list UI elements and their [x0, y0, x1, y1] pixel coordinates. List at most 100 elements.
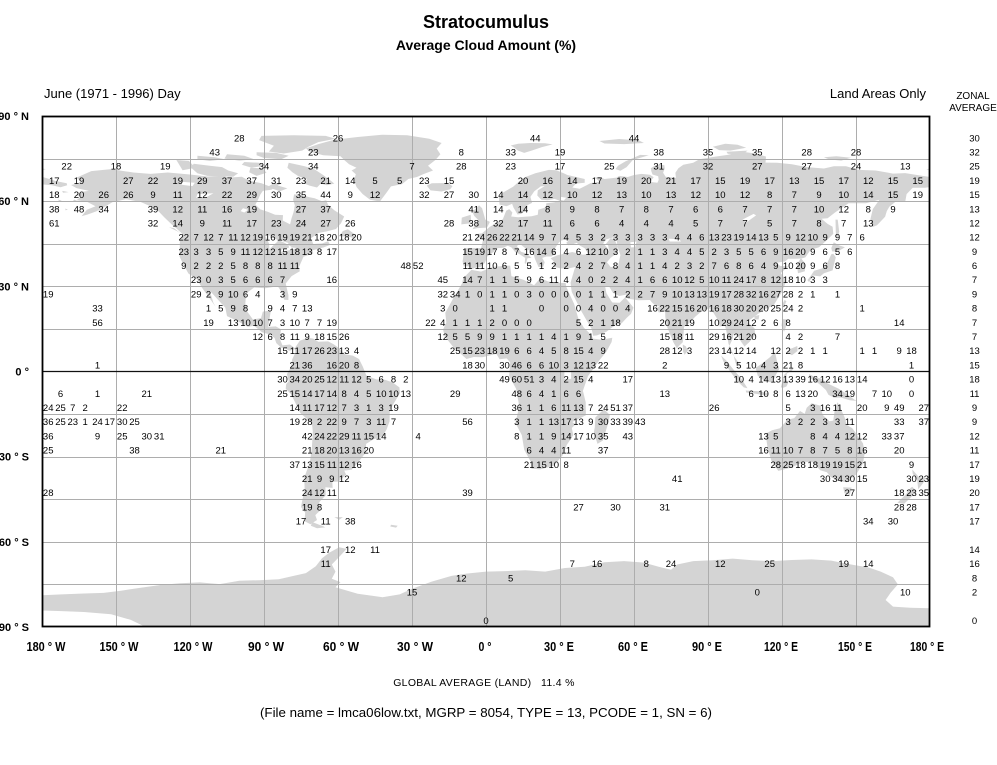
svg-text:11: 11 — [685, 332, 695, 343]
svg-text:8: 8 — [613, 261, 618, 272]
svg-text:37: 37 — [919, 417, 930, 428]
svg-text:4: 4 — [564, 275, 569, 286]
svg-text:2: 2 — [798, 417, 803, 428]
svg-text:3: 3 — [206, 247, 211, 258]
svg-text:12: 12 — [715, 559, 726, 570]
svg-text:17: 17 — [746, 275, 757, 286]
svg-text:3: 3 — [650, 233, 655, 244]
svg-text:5: 5 — [835, 446, 840, 457]
svg-text:4: 4 — [551, 446, 556, 457]
svg-text:12: 12 — [197, 190, 208, 201]
svg-text:1: 1 — [95, 360, 100, 371]
svg-text:2: 2 — [675, 261, 680, 272]
svg-text:2: 2 — [972, 588, 977, 599]
svg-text:4: 4 — [255, 289, 260, 300]
svg-text:15: 15 — [660, 332, 671, 343]
svg-text:15: 15 — [888, 176, 899, 187]
svg-text:1: 1 — [527, 403, 532, 414]
svg-text:20: 20 — [518, 176, 529, 187]
svg-text:11: 11 — [475, 261, 485, 272]
svg-text:60 ° W: 60 ° W — [323, 639, 360, 654]
svg-text:4: 4 — [687, 247, 692, 258]
svg-text:38: 38 — [49, 204, 60, 215]
svg-text:30: 30 — [820, 474, 831, 485]
svg-text:23: 23 — [191, 275, 202, 286]
svg-text:0: 0 — [527, 318, 532, 329]
svg-text:17: 17 — [327, 247, 338, 258]
svg-text:9: 9 — [601, 346, 606, 357]
svg-text:0: 0 — [539, 289, 544, 300]
svg-text:29: 29 — [450, 389, 461, 400]
svg-text:3: 3 — [662, 233, 667, 244]
svg-text:2: 2 — [601, 275, 606, 286]
svg-text:9: 9 — [890, 204, 895, 215]
svg-text:1: 1 — [527, 417, 532, 428]
svg-text:2: 2 — [490, 318, 495, 329]
svg-text:4: 4 — [749, 375, 754, 386]
svg-text:4: 4 — [662, 261, 667, 272]
svg-text:10: 10 — [783, 261, 794, 272]
svg-text:7: 7 — [835, 332, 840, 343]
svg-text:13: 13 — [684, 289, 695, 300]
svg-text:24: 24 — [475, 233, 486, 244]
svg-text:27: 27 — [919, 403, 930, 414]
svg-text:2: 2 — [810, 417, 815, 428]
svg-text:14: 14 — [462, 275, 473, 286]
svg-text:10: 10 — [814, 204, 825, 215]
svg-text:37: 37 — [894, 431, 905, 442]
svg-text:15: 15 — [888, 190, 899, 201]
svg-text:19: 19 — [246, 204, 257, 215]
svg-text:9: 9 — [329, 474, 334, 485]
svg-text:6: 6 — [379, 375, 384, 386]
svg-text:22: 22 — [117, 403, 128, 414]
svg-text:6: 6 — [243, 275, 248, 286]
svg-text:14: 14 — [518, 190, 529, 201]
svg-text:6: 6 — [539, 275, 544, 286]
svg-text:8: 8 — [847, 446, 852, 457]
svg-text:4: 4 — [588, 304, 593, 315]
svg-text:7: 7 — [514, 247, 519, 258]
svg-text:Land Areas Only: Land Areas Only — [830, 86, 927, 101]
svg-text:9: 9 — [724, 360, 729, 371]
svg-text:8: 8 — [594, 204, 599, 215]
svg-text:17: 17 — [721, 289, 732, 300]
svg-text:10: 10 — [783, 446, 794, 457]
svg-text:3: 3 — [662, 247, 667, 258]
svg-text:19: 19 — [912, 190, 923, 201]
svg-text:7: 7 — [391, 417, 396, 428]
svg-text:13: 13 — [660, 389, 671, 400]
svg-text:9: 9 — [588, 417, 593, 428]
svg-text:7: 7 — [742, 204, 747, 215]
svg-text:33: 33 — [92, 304, 103, 315]
svg-text:26: 26 — [123, 190, 134, 201]
svg-text:15: 15 — [462, 346, 473, 357]
svg-text:28: 28 — [302, 417, 313, 428]
svg-text:5: 5 — [767, 219, 772, 230]
svg-text:20: 20 — [74, 190, 85, 201]
svg-text:36: 36 — [512, 403, 523, 414]
svg-text:15: 15 — [573, 375, 584, 386]
svg-text:3: 3 — [823, 275, 828, 286]
svg-text:30 ° E: 30 ° E — [544, 639, 574, 654]
svg-text:16: 16 — [969, 559, 980, 570]
svg-text:3: 3 — [638, 233, 643, 244]
svg-text:120 ° E: 120 ° E — [764, 639, 798, 654]
svg-text:7: 7 — [792, 204, 797, 215]
svg-text:29: 29 — [197, 176, 208, 187]
svg-text:14: 14 — [327, 389, 338, 400]
svg-text:34: 34 — [832, 474, 843, 485]
svg-text:15: 15 — [672, 304, 683, 315]
svg-text:4: 4 — [835, 431, 840, 442]
svg-text:24: 24 — [851, 162, 862, 173]
svg-text:8: 8 — [342, 389, 347, 400]
svg-text:24: 24 — [92, 417, 103, 428]
svg-text:25: 25 — [117, 431, 128, 442]
svg-text:48: 48 — [74, 204, 85, 215]
svg-text:19: 19 — [709, 289, 720, 300]
svg-text:16: 16 — [327, 275, 338, 286]
svg-text:1: 1 — [490, 289, 495, 300]
svg-text:23: 23 — [919, 474, 930, 485]
svg-text:4: 4 — [625, 275, 630, 286]
svg-text:19: 19 — [832, 460, 843, 471]
svg-text:24: 24 — [43, 403, 54, 414]
